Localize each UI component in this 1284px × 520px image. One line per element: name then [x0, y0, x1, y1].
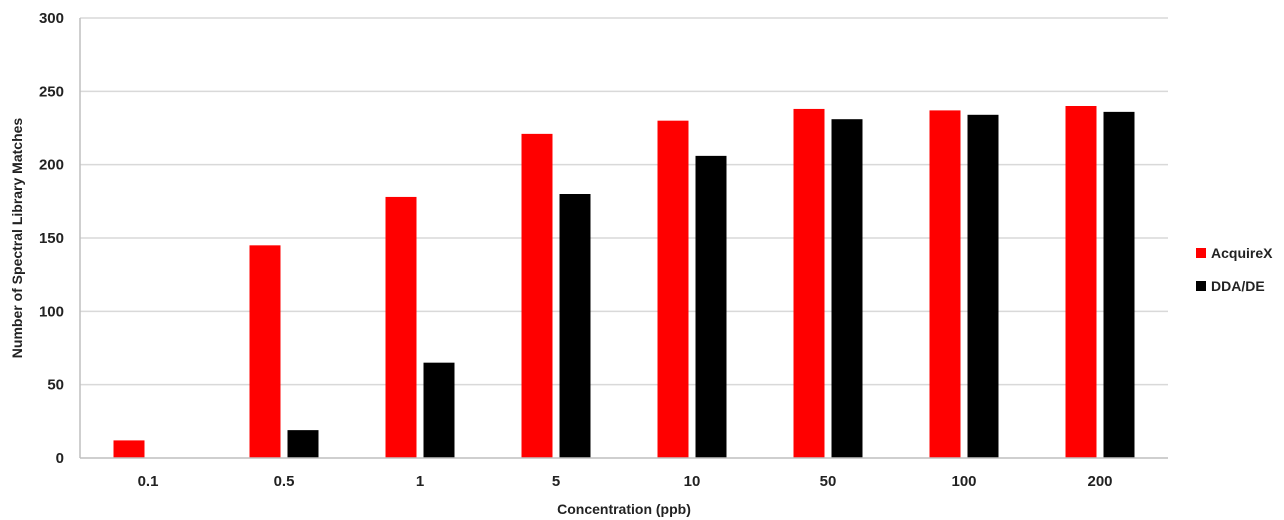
y-tick-labels: 0 50 100 150 200 250 300 [39, 10, 64, 467]
x-tick-label: 200 [1087, 473, 1112, 490]
y-tick-label: 100 [39, 303, 64, 320]
legend-label-dda-de: DDA/DE [1211, 278, 1265, 294]
x-tick-label: 0.5 [274, 473, 295, 490]
bars [113, 106, 1135, 459]
y-axis-title: Number of Spectral Library Matches [9, 118, 25, 359]
bar-dda-de-1 [423, 362, 455, 458]
x-tick-label: 0.1 [138, 473, 159, 490]
bar-dda-de-200 [1103, 111, 1135, 458]
x-tick-label: 100 [951, 473, 976, 490]
bar-acquirex-50 [793, 108, 825, 458]
x-tick-labels: 0.1 0.5 1 5 10 50 100 200 [138, 473, 1113, 490]
x-axis-title: Concentration (ppb) [557, 501, 691, 517]
bar-dda-de-10 [695, 155, 727, 458]
y-tick-label: 50 [47, 377, 64, 394]
bar-acquirex-100 [929, 110, 961, 459]
bar-dda-de-5 [559, 194, 591, 458]
bar-dda-de-100 [967, 114, 999, 459]
x-tick-label: 1 [416, 473, 424, 490]
legend-swatch-dda-de [1196, 281, 1206, 291]
bar-acquirex-10 [657, 120, 689, 459]
y-tick-label: 150 [39, 230, 64, 247]
bar-acquirex-0.5 [249, 245, 281, 458]
y-tick-label: 0 [56, 450, 64, 467]
y-tick-label: 300 [39, 10, 64, 27]
bar-acquirex-5 [521, 133, 553, 458]
bar-acquirex-0.1 [113, 440, 145, 458]
bar-acquirex-200 [1065, 106, 1097, 458]
gridlines [80, 17, 1168, 386]
legend-label-acquirex: AcquireX [1211, 245, 1273, 261]
y-tick-label: 200 [39, 157, 64, 174]
bar-acquirex-1 [385, 196, 417, 458]
legend-swatch-acquirex [1196, 248, 1206, 258]
x-tick-label: 10 [684, 473, 701, 490]
x-tick-label: 5 [552, 473, 560, 490]
x-tick-label: 50 [820, 473, 837, 490]
bar-dda-de-50 [831, 119, 863, 458]
legend: AcquireX DDA/DE [1196, 245, 1273, 294]
y-tick-label: 250 [39, 83, 64, 100]
bar-dda-de-0.5 [287, 430, 319, 458]
